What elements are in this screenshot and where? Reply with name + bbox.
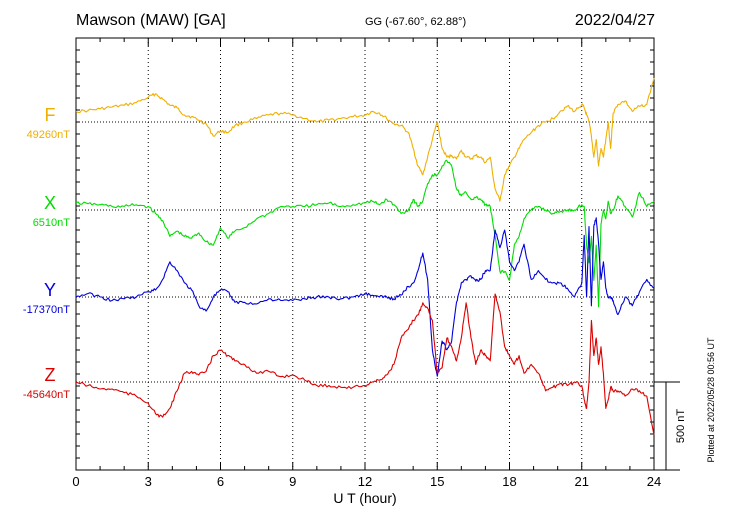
x-tick-label: 0 <box>72 474 79 489</box>
series-baseline-label-x: 6510nT <box>33 217 71 229</box>
x-axis-label: U T (hour) <box>333 490 396 506</box>
series-layer <box>75 77 655 435</box>
grid-layer <box>76 38 654 470</box>
x-tick-label: 18 <box>502 474 516 489</box>
x-tick-labels: 0 3 6 9 12 15 18 21 24 <box>72 474 661 489</box>
x-tick-label: 9 <box>289 474 296 489</box>
scale-bar-label: 500 nT <box>675 409 687 444</box>
series-labels: F 49260nT X 6510nT Y -17370nT Z -45640nT <box>23 105 70 401</box>
series-line-f <box>75 77 655 202</box>
scale-bar: 500 nT <box>654 381 687 471</box>
series-name-x: X <box>44 193 56 213</box>
series-baseline-label-f: 49260nT <box>27 129 71 141</box>
x-tick-label: 12 <box>358 474 372 489</box>
x-tick-label: 3 <box>145 474 152 489</box>
coordinates-label: GG (-67.60°, 62.88°) <box>365 16 466 28</box>
date-label: 2022/04/27 <box>575 12 655 29</box>
series-name-z: Z <box>45 365 56 385</box>
series-line-y <box>75 217 655 377</box>
plotted-at-note: Plotted at 2022/05/28 00:56 UT <box>706 337 716 463</box>
x-tick-label: 21 <box>575 474 589 489</box>
x-tick-label: 24 <box>647 474 661 489</box>
frame-ticks <box>75 38 655 470</box>
x-tick-label: 6 <box>217 474 224 489</box>
station-title: Mawson (MAW) [GA] <box>76 12 226 29</box>
series-line-z <box>75 293 655 435</box>
series-baseline-label-y: -17370nT <box>23 304 70 316</box>
x-tick-label: 15 <box>430 474 444 489</box>
series-name-f: F <box>45 105 56 125</box>
series-baseline-label-z: -45640nT <box>23 389 70 401</box>
series-name-y: Y <box>44 280 56 300</box>
